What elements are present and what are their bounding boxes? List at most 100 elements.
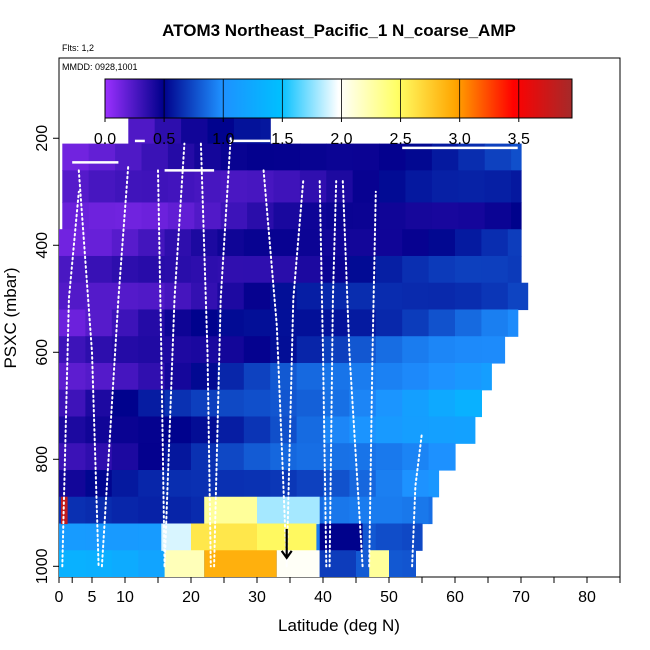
profile-track (318, 180, 328, 568)
heatmap-cell (349, 309, 377, 337)
heatmap-cell (375, 389, 403, 418)
heatmap-cell (247, 202, 275, 230)
heatmap-cell (62, 143, 90, 171)
heatmap-cell (428, 443, 456, 471)
heatmap-cell (270, 362, 298, 391)
profile-track (341, 180, 364, 568)
heatmap-cell (428, 469, 440, 498)
heatmap-cell (138, 255, 166, 284)
heatmap-cell (323, 469, 350, 498)
colorbar-tick-label: 1.5 (271, 131, 293, 148)
heatmap-cell (484, 170, 512, 204)
heatmap-cell (88, 202, 116, 230)
heatmap-cell (428, 309, 456, 337)
heatmap-cell (481, 336, 506, 364)
x-tick-label: 50 (380, 589, 398, 606)
heatmap-cell (402, 550, 416, 577)
profile-track (77, 169, 100, 568)
heatmap-cell (85, 336, 113, 364)
heatmap-cell (164, 496, 192, 525)
heatmap-cell (507, 309, 519, 337)
heatmap-cell (59, 362, 86, 391)
heatmap-cell (243, 469, 271, 498)
profile-track (411, 431, 423, 568)
heatmap-cell (375, 469, 403, 498)
heatmap-cell (217, 469, 245, 498)
heatmap-cell (428, 229, 456, 257)
heatmap-cell (296, 282, 324, 311)
heatmap-cell (296, 362, 324, 391)
heatmap-cell (85, 416, 113, 444)
x-tick-label: 80 (578, 589, 596, 606)
heatmap-cell (375, 362, 403, 391)
heatmap-cell (375, 416, 403, 444)
heatmap-cell (115, 170, 143, 204)
heatmap-cell (164, 309, 192, 337)
heatmap-cell (507, 255, 522, 284)
heatmap-cell (481, 309, 509, 337)
colorbar-tick-label: 3.0 (449, 131, 471, 148)
heatmap-cell (59, 443, 86, 471)
heatmap-cell (164, 282, 192, 311)
heatmap-cell (349, 282, 377, 311)
heatmap-cell (458, 170, 486, 204)
heatmap-cell (296, 389, 324, 418)
heatmap-hot-cell (164, 550, 205, 577)
heatmap-cell (191, 309, 218, 337)
heatmap-cell (375, 229, 403, 257)
heatmap-cell (349, 255, 377, 284)
heatmap-cell (326, 143, 354, 171)
heatmap-cell (59, 550, 86, 577)
colorbar-tick-label: 3.5 (508, 131, 530, 148)
heatmap-cell (273, 143, 301, 171)
heatmap-cell (455, 255, 482, 284)
heatmap-cell (326, 170, 354, 204)
heatmap-cell (428, 416, 456, 444)
x-axis: 0 5 10 20 30 40 50 60 70 80 (55, 577, 621, 606)
heatmap-cell (455, 389, 482, 418)
heatmap-cell (296, 469, 324, 498)
heatmap-cell (481, 255, 509, 284)
x-tick-label: 70 (512, 589, 530, 606)
heatmap-cell (323, 389, 350, 418)
heatmap-cell (243, 362, 271, 391)
heatmap-cell (85, 496, 113, 525)
heatmap-cell (431, 202, 459, 230)
colorbar-ticks: 0.0 0.5 1.0 1.5 2.0 2.5 3.0 3.5 (94, 79, 530, 148)
position-marker-arrow-head (280, 550, 293, 560)
heatmap-cell (299, 143, 327, 171)
heatmap-cell (217, 309, 245, 337)
heatmap-cell (243, 389, 271, 418)
heatmap-hot-cell (204, 550, 277, 577)
heatmap-cell (191, 469, 218, 498)
heatmap-hot-cell (204, 496, 257, 525)
heatmap-cell (164, 255, 192, 284)
heatmap-cell (428, 496, 433, 525)
heatmap-cell (455, 416, 476, 444)
heatmap-cell (323, 362, 350, 391)
heatmap-cell (273, 170, 301, 204)
heatmap-cell (402, 255, 430, 284)
heatmap-cell (481, 282, 509, 311)
heatmap-cell (111, 362, 139, 391)
heatmap-hot-cell (319, 550, 356, 577)
heatmap-cell (296, 336, 324, 364)
heatmap-cell (296, 229, 324, 257)
y-tick-label: 200 (34, 125, 51, 152)
heatmap-cell (296, 443, 324, 471)
heatmap-cell (402, 416, 430, 444)
heatmap-cell (141, 202, 169, 230)
colorbar-tick-label: 0.5 (153, 131, 175, 148)
heatmap-hot-cell (60, 496, 68, 525)
heatmap-cell (270, 443, 298, 471)
heatmap-cell (191, 416, 218, 444)
heatmap-cell (138, 496, 166, 525)
colorbar-tick-label: 1.0 (212, 131, 234, 148)
heatmap-cell (484, 202, 512, 230)
heatmap-cell (217, 362, 245, 391)
heatmap-cell (111, 443, 139, 471)
x-tick-label: 40 (314, 589, 332, 606)
heatmap-cell (59, 255, 86, 284)
heatmap-cell (352, 170, 380, 204)
heatmap-cell (111, 496, 139, 525)
